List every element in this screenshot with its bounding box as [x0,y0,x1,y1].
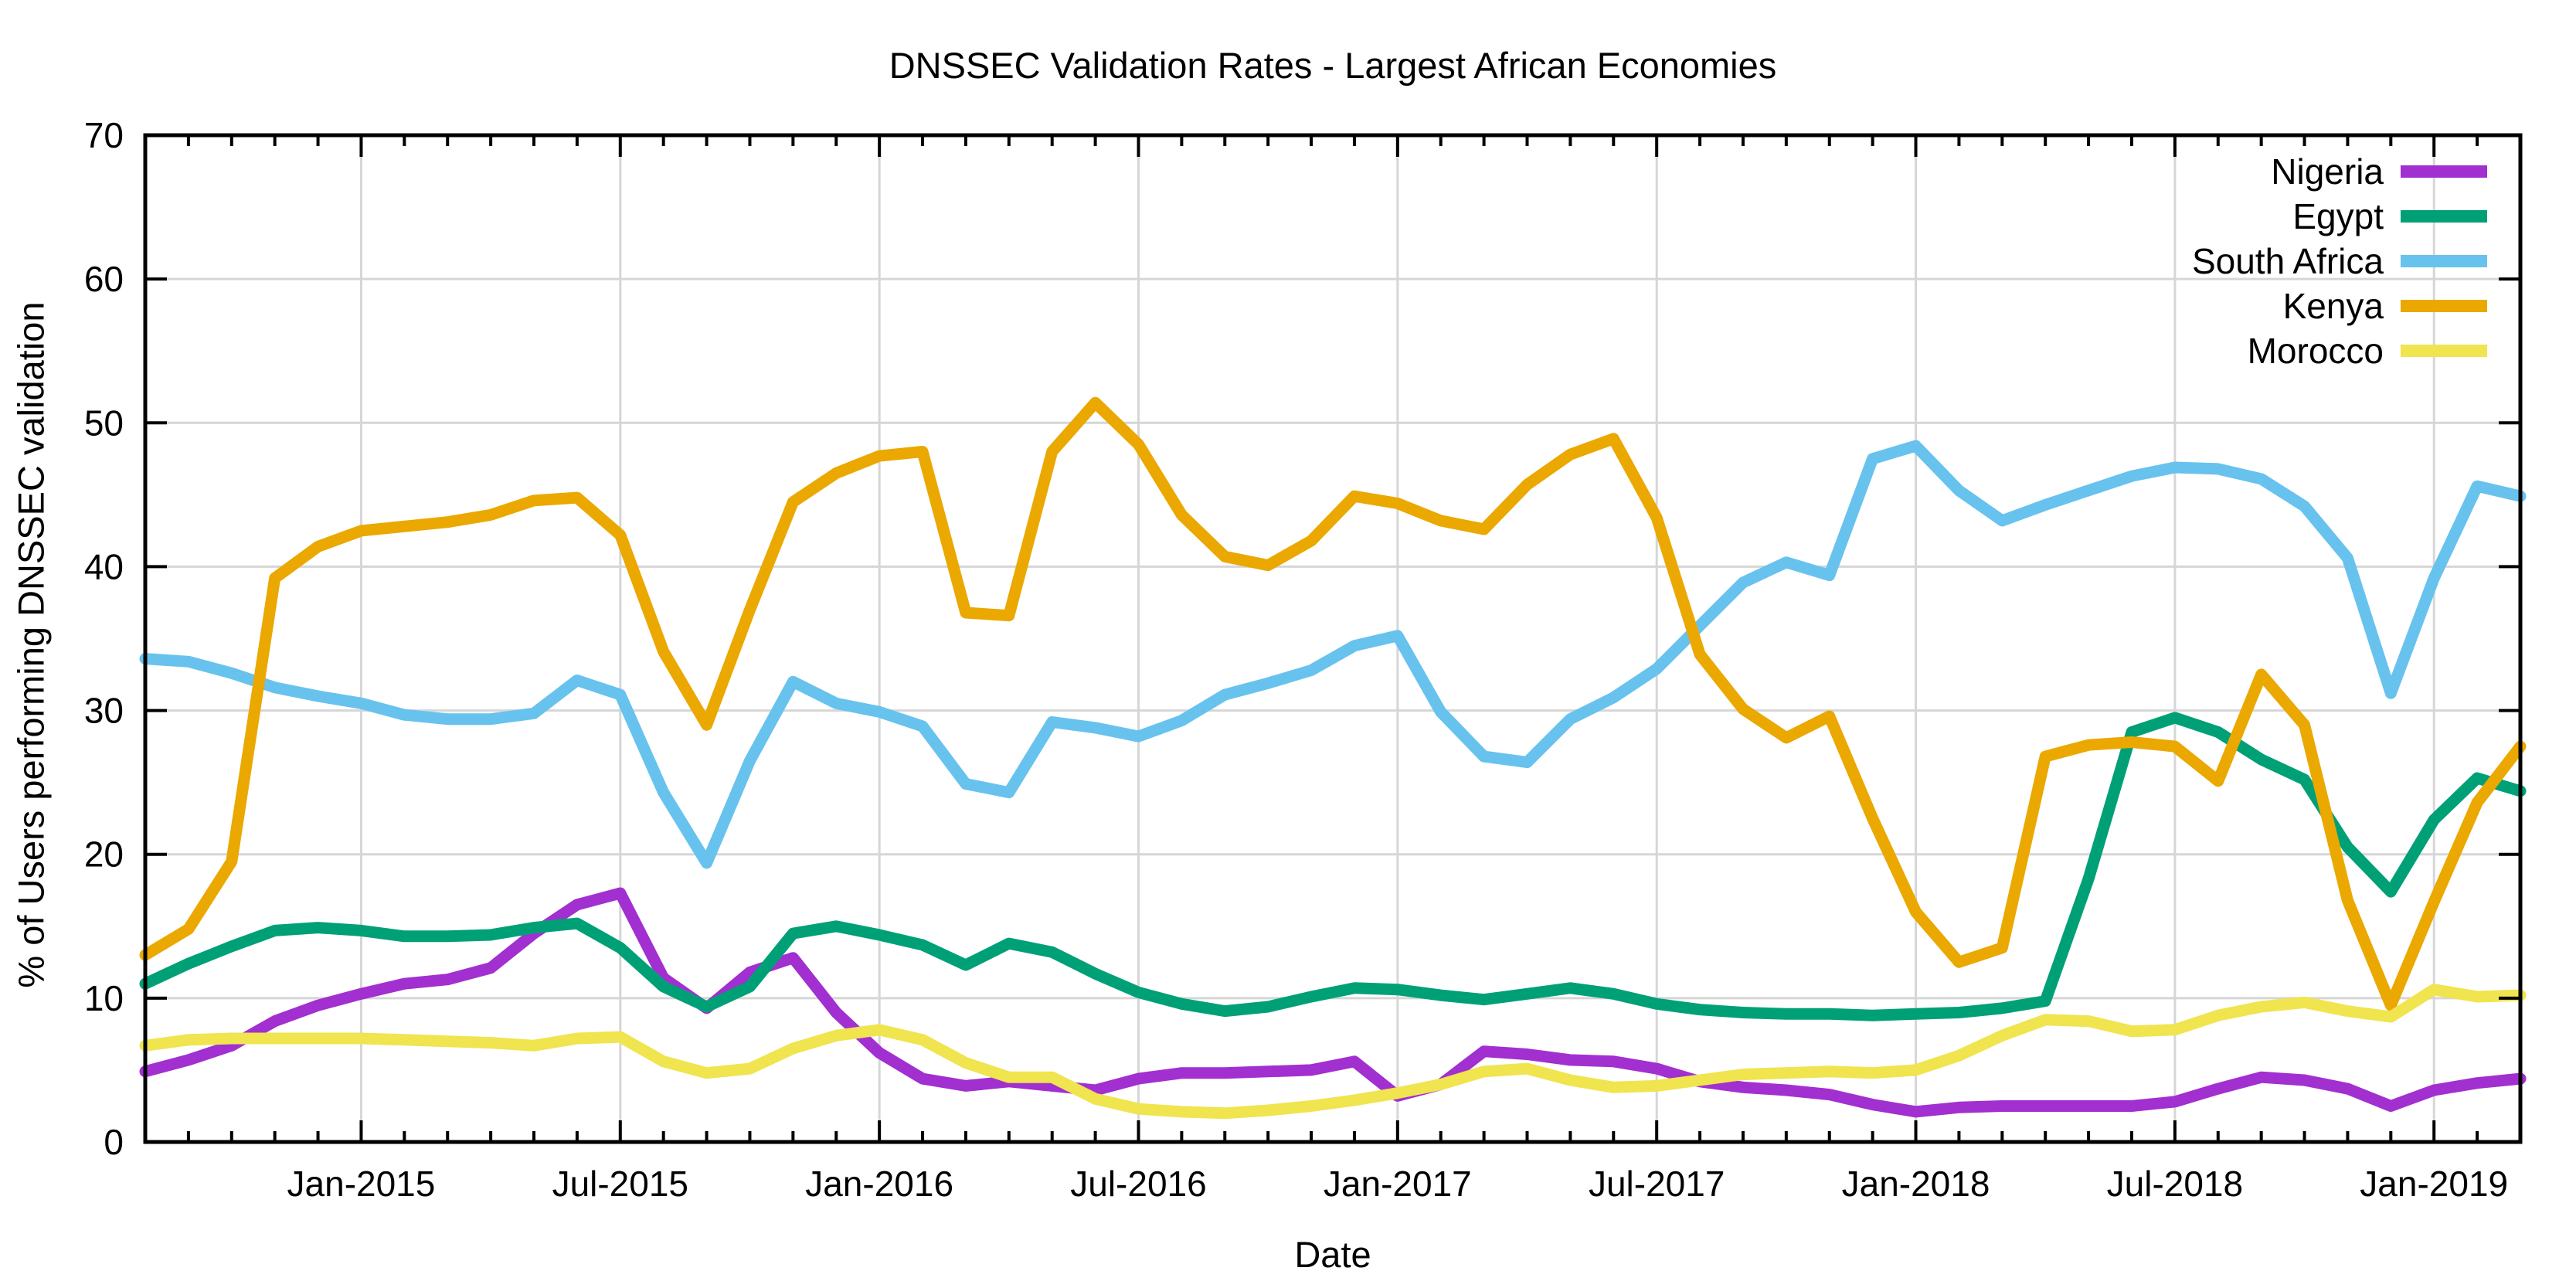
x-tick-labels: Jan-2015 Jul-2015 Jan-2016 Jul-2016 Jan-2017… [287,1164,2509,1204]
legend-label: Morocco [2248,331,2384,371]
y-tick-labels: 0 10 20 30 40 50 60 70 [84,115,124,1162]
legend-label: Egypt [2292,196,2384,236]
y-tick-label: 30 [84,691,124,731]
y-tick-label: 10 [84,978,124,1018]
chart-title: DNSSEC Validation Rates - Largest Africa… [889,45,1777,86]
y-tick-label: 20 [84,834,124,875]
y-tick-label: 40 [84,546,124,586]
legend-item-nigeria: Nigeria [2271,151,2487,192]
y-tick-label: 70 [84,115,124,155]
legend-label: Kenya [2283,286,2384,326]
x-tick-label: Jan-2015 [287,1164,436,1204]
legend-item-morocco: Morocco [2248,331,2487,371]
x-tick-label: Jan-2016 [805,1164,953,1204]
series-line-egypt [139,712,2527,1021]
series-line-morocco [139,984,2527,1120]
series-lines [139,396,2527,1120]
legend-item-kenya: Kenya [2283,286,2487,326]
x-tick-label: Jan-2017 [1324,1164,1472,1204]
legend-label: South Africa [2192,241,2384,281]
x-tick-label: Jul-2017 [1589,1164,1725,1204]
y-tick-label: 50 [84,403,124,443]
y-axis-label: % of Users performing DNSSEC validation [10,301,52,988]
legend-label: Nigeria [2271,151,2384,192]
series-line-nigeria [139,887,2527,1118]
x-axis-label: Date [1294,1234,1371,1275]
y-tick-label: 0 [104,1122,124,1162]
axis-ticks [144,134,2522,1144]
x-tick-label: Jul-2015 [552,1164,688,1204]
legend-item-south-africa: South Africa [2192,241,2487,281]
x-tick-label: Jul-2018 [2107,1164,2243,1204]
plot-frame [143,133,2523,1144]
x-tick-label: Jul-2016 [1070,1164,1206,1204]
series-line-south-africa [139,440,2527,869]
y-tick-label: 60 [84,259,124,299]
x-tick-label: Jan-2018 [1842,1164,1990,1204]
legend-item-egypt: Egypt [2292,196,2487,236]
x-tick-label: Jan-2019 [2360,1164,2508,1204]
series-line-kenya [139,396,2527,1011]
